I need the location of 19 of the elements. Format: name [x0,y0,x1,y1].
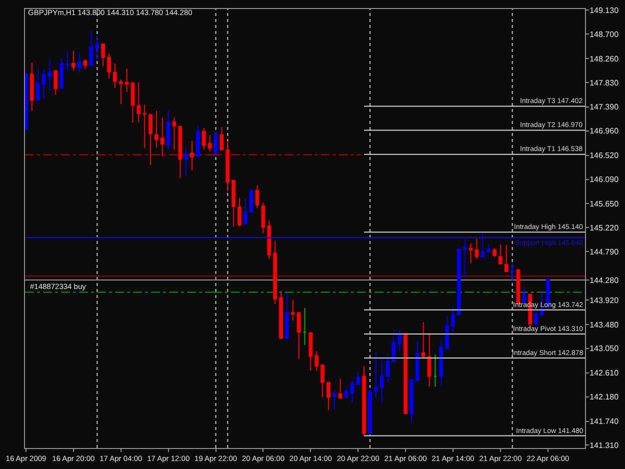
y-tick-label: 144.790 [590,247,620,256]
y-tick-label: 149.130 [590,6,620,15]
y-tick-label: 141.310 [590,441,620,450]
y-tick-label: 143.920 [590,296,620,305]
y-tick-label: 143.480 [590,320,620,330]
y-tick-label: 147.830 [590,78,620,88]
y-tick-label: 142.180 [590,392,620,402]
y-tick-label: 143.050 [590,344,620,354]
y-tick-label: 148.260 [590,54,620,64]
y-tick-label: 146.090 [590,175,620,184]
y-tick-label: 146.520 [590,151,620,160]
y-tick-label: 141.740 [590,417,620,426]
y-tick-label: 142.610 [590,368,620,378]
y-tick-label: 145.650 [590,200,620,209]
y-tick-label: 148.700 [590,30,620,39]
y-tick-label: 144.280 [590,276,620,285]
y-tick-label: 146.960 [590,126,620,136]
y-tick-label: 145.220 [590,223,620,232]
y-tick-label: 147.390 [590,102,620,112]
